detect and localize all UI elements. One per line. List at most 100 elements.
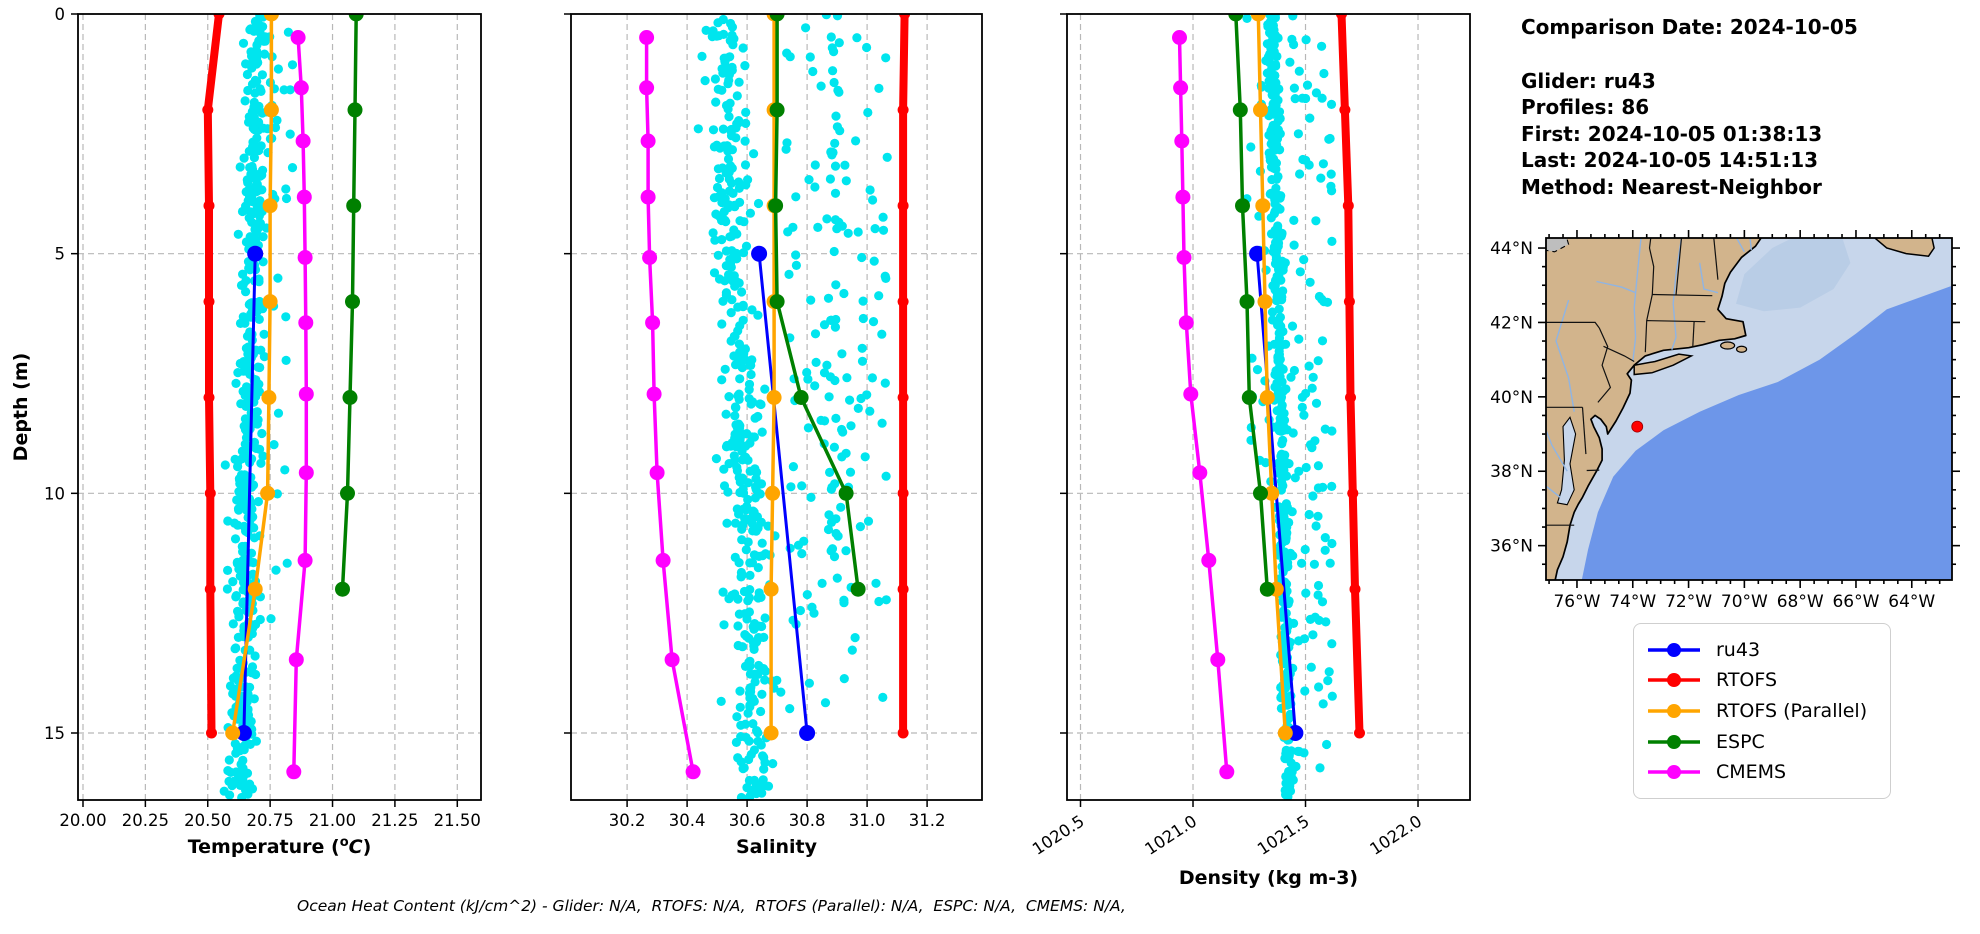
legend-item-cmems: CMEMS [1646,761,1878,783]
temperature-profile-panel: 20.00 20.25 20.50 20.75 21.00 21.25 21.50 0 5 10 1… [10,5,482,858]
density-profile-panel: 1020.5 1021.0 1021.5 1022.0 Density (kg m-3) [1029,13,1471,889]
svg-text:64°W: 64°W [1888,592,1935,612]
spacer [1521,41,1858,68]
location-map: 76°W 74°W 72°W 70°W 68°W 66°W 64°W 44°N 42°N 40°N… [1490,230,1960,612]
svg-text:20.50: 20.50 [184,811,231,830]
svg-text:21.50: 21.50 [434,811,481,830]
salinity-profile-panel: 30.2 30.4 30.6 30.8 31.0 31.2 Salinity [564,13,983,858]
map-frame [1545,237,1953,581]
glider-location-marker [1631,420,1644,433]
axis-ticks [564,13,928,807]
series-rtofs-parallel- [1250,14,1293,741]
series-rtofs [897,14,911,739]
legend-label: ESPC [1716,730,1765,753]
legend-line-swatch [1648,765,1700,780]
axis-ticks [1060,13,1419,807]
svg-text:30.4: 30.4 [669,811,706,830]
series-espc [1228,14,1275,597]
info-panel: Comparison Date: 2024-10-05 Glider: ru43… [1521,14,1858,200]
svg-text:1021.0: 1021.0 [1141,811,1200,858]
first-profile-time-text: First: 2024-10-05 01:38:13 [1521,121,1823,146]
mainland [1546,238,1763,580]
tick-labels: 1020.5 1021.0 1021.5 1022.0 [1029,811,1425,858]
series-rtofs [202,14,225,739]
legend-label: RTOFS (Parallel) [1716,699,1868,722]
method-text: Method: Nearest-Neighbor [1521,174,1822,199]
glider-scatter-points [219,14,298,800]
legend-line-swatch [1648,642,1700,657]
profiles-count-text: Profiles: 86 [1521,95,1650,119]
legend-line-swatch [1648,673,1700,688]
series-rtofs [1336,14,1365,739]
glider-name-text: Glider: ru43 [1521,68,1656,93]
series-ru43 [751,245,816,741]
series-cmems [639,30,701,780]
legend-line-swatch [1648,734,1700,749]
svg-text:44°N: 44°N [1490,239,1533,259]
comparison-date-text: Comparison Date: 2024-10-05 [1521,15,1858,39]
tick-labels: 30.2 30.4 30.6 30.8 31.0 31.2 [609,811,946,830]
legend-line-swatch [1648,703,1700,718]
svg-text:1020.5: 1020.5 [1029,811,1088,858]
svg-text:31.2: 31.2 [909,811,946,830]
svg-text:5: 5 [55,245,66,264]
map-tick-labels: 76°W 74°W 72°W 70°W 68°W 66°W 64°W 44°N 42°N 40°N… [1490,239,1935,612]
svg-text:21.25: 21.25 [371,811,418,830]
svg-text:20.75: 20.75 [247,811,294,830]
svg-text:68°W: 68°W [1777,592,1824,612]
svg-text:31.0: 31.0 [849,811,886,830]
long-island [1633,353,1694,376]
legend-box: ru43 RTOFS RTOFS (Parallel) ESPC CMEMS [1633,623,1891,799]
svg-text:72°W: 72°W [1665,592,1712,612]
legend-item-rtofs: RTOFS [1646,669,1878,691]
glider-scatter-points [1242,14,1337,800]
salinity-profile-axis-label: Salinity [736,836,818,858]
svg-text:74°W: 74°W [1609,592,1656,612]
svg-text:30.8: 30.8 [789,811,826,830]
profile-charts-canvas: 20.00 20.25 20.50 20.75 21.00 21.25 21.50 0 5 10 1… [10,5,1471,889]
svg-text:30.6: 30.6 [729,811,766,830]
svg-text:20.00: 20.00 [59,811,106,830]
legend-item-ru43: ru43 [1646,639,1878,661]
legend-label: ru43 [1716,638,1761,661]
series-espc [768,14,866,597]
tick-labels: 20.00 20.25 20.50 20.75 21.00 21.25 21.50 0 5 10 1… [44,5,481,830]
svg-text:76°W: 76°W [1553,592,1600,612]
svg-text:1021.5: 1021.5 [1254,811,1313,858]
last-profile-time-text: Last: 2024-10-05 14:51:13 [1521,148,1819,172]
map-ticks [1538,230,1960,588]
svg-text:38°N: 38°N [1490,462,1533,482]
legend-item-espc: ESPC [1646,731,1878,753]
series-cmems [286,30,314,780]
axes-frame [570,13,983,801]
svg-text:42°N: 42°N [1490,313,1533,333]
axes-frame [77,13,482,801]
ocean-heat-content-footer: Ocean Heat Content (kJ/cm^2) - Glider: N… [297,897,1126,915]
svg-text:0: 0 [55,5,66,24]
grid-lines [78,13,481,800]
svg-text:36°N: 36°N [1490,537,1533,557]
legend-item-rtofs-parallel-: RTOFS (Parallel) [1646,700,1878,722]
svg-text:1022.0: 1022.0 [1366,811,1425,858]
svg-text:30.2: 30.2 [609,811,646,830]
svg-text:10: 10 [44,484,65,503]
svg-text:15: 15 [44,724,65,743]
density-profile-axis-label: Density (kg m-3) [1179,867,1358,889]
series-rtofs-parallel- [225,14,279,741]
axes-frame [1066,13,1471,801]
legend-label: CMEMS [1716,761,1787,784]
series-espc [335,14,364,597]
nova-scotia [1873,238,1935,257]
svg-text:40°N: 40°N [1490,388,1533,408]
svg-text:70°W: 70°W [1721,592,1768,612]
svg-text:20.25: 20.25 [122,811,169,830]
depth-axis-label: Depth (m) [10,353,32,462]
series-cmems [1172,30,1235,780]
temperature-profile-axis-label: Temperature (oC) [188,835,372,858]
svg-text:66°W: 66°W [1832,592,1879,612]
glider-scatter-points [693,14,892,800]
legend-label: RTOFS [1716,669,1778,692]
map-body [1546,238,1952,580]
svg-text:21.00: 21.00 [309,811,356,830]
